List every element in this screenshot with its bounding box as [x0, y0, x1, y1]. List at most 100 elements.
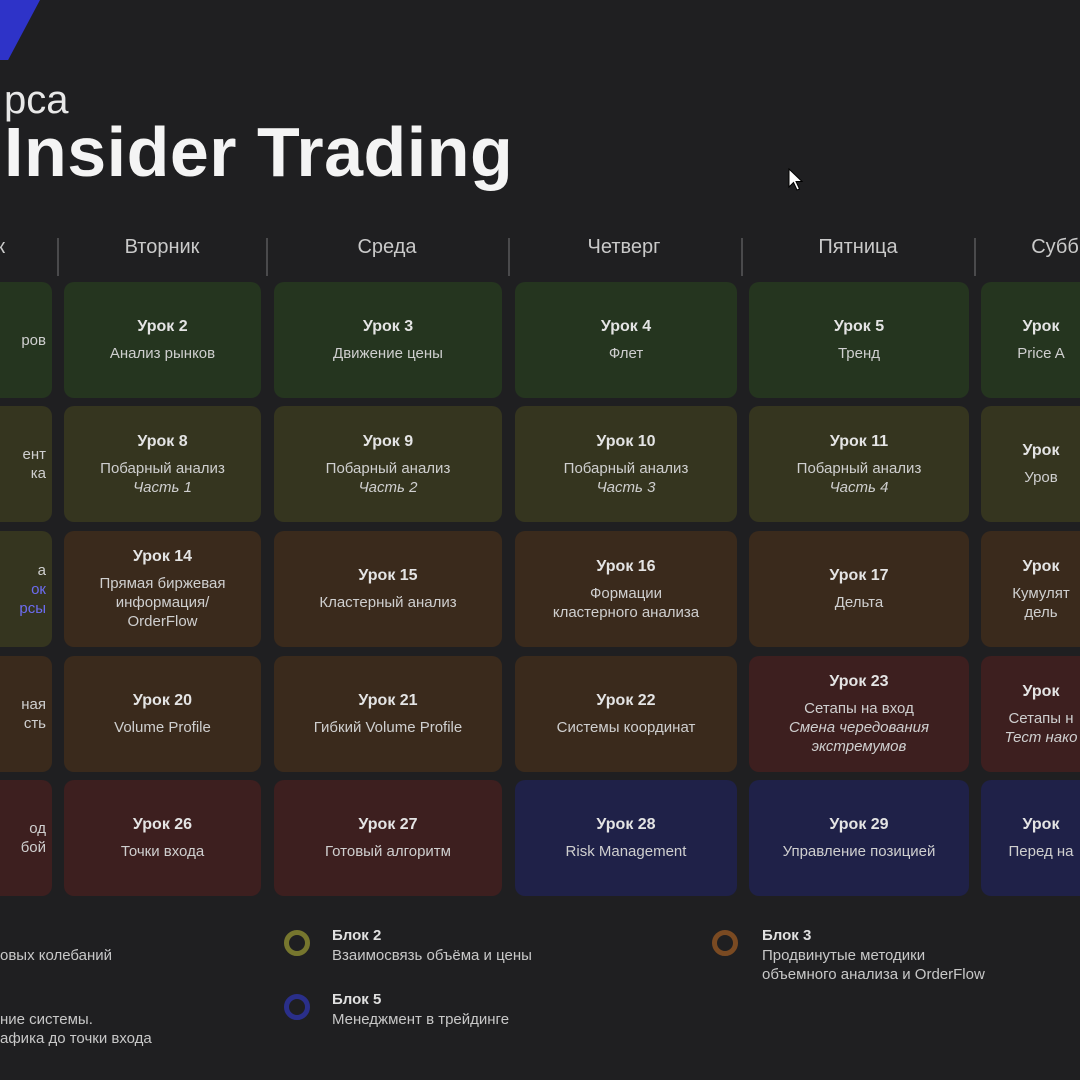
lesson-topic: Уров	[1024, 469, 1058, 486]
lesson-title: Урок	[1022, 816, 1060, 833]
legend-block1-text: овых колебаний	[0, 947, 113, 964]
lesson-title: Урок 4	[600, 318, 652, 335]
lesson-card[interactable]: Урок 16 Формации кластерного анализа	[515, 531, 737, 647]
corner-accent-shape	[0, 0, 72, 60]
lesson-title: Урок 16	[596, 557, 656, 575]
lesson-topic: Сетапы н	[1008, 709, 1074, 727]
lesson-subtopic: Часть 4	[829, 478, 889, 496]
lesson-card[interactable]: Урок 10 Побарный анализ Часть 3	[515, 406, 737, 522]
lesson-title: Урок 3	[362, 318, 414, 335]
lesson-card[interactable]: Урок Кумулят дель	[981, 531, 1080, 647]
lesson-topic: Кумулят	[1012, 584, 1070, 602]
column-divider	[741, 238, 743, 276]
lesson-card[interactable]: Урок 17 Дельта	[749, 531, 969, 647]
lesson-subtopic: Часть 3	[596, 478, 656, 496]
lesson-title: Урок 5	[833, 318, 885, 335]
lesson-title: Урок 28	[596, 816, 656, 833]
lesson-card[interactable]: Урок Price A	[981, 282, 1080, 398]
lesson-subtopic: Тест нако	[1004, 728, 1078, 746]
lesson-title: Урок 2	[137, 318, 188, 335]
legend-block5-text: Менеджмент в трейдинге	[332, 1011, 510, 1028]
block2-ring-icon	[284, 930, 310, 956]
lesson-card[interactable]: Урок 8 Побарный анализ Часть 1	[64, 406, 261, 522]
weekday-label: Среда	[357, 236, 417, 258]
lesson-topic: Сетапы на вход	[804, 700, 914, 717]
lesson-topic: бой	[20, 839, 46, 856]
lesson-card[interactable]: Урок 27 Готовый алгоритм	[274, 780, 502, 896]
lesson-card[interactable]: Урок 2 Анализ рынков	[64, 282, 261, 398]
lesson-topic: од	[29, 820, 46, 837]
column-divider	[266, 238, 268, 276]
legend-block2-text: Взаимосвязь объёма и цены	[332, 947, 532, 964]
lesson-title: Урок 17	[829, 567, 889, 584]
lesson-topic: а	[37, 561, 46, 579]
weekday-label: Субб	[1031, 236, 1079, 258]
lesson-title: Урок 29	[829, 816, 889, 833]
lesson-topic: Анализ рынков	[109, 345, 216, 362]
lesson-card[interactable]: Урок 9 Побарный анализ Часть 2	[274, 406, 502, 522]
lesson-card[interactable]: Урок Перед на	[981, 780, 1080, 896]
legend-block3-text-2: объемного анализа и OrderFlow	[762, 966, 985, 983]
lesson-card[interactable]: Урок 14 Прямая биржевая информация/OrderFl…	[64, 531, 261, 647]
lesson-topic: ная	[21, 696, 46, 713]
lesson-topic: Volume Profile	[114, 719, 211, 736]
column-divider	[57, 238, 59, 276]
lesson-title: Урок 14	[132, 548, 193, 565]
weekday-label: Вторник	[124, 236, 200, 258]
lesson-topic: Готовый алгоритм	[325, 843, 451, 860]
lesson-topic: Флет	[608, 345, 644, 362]
lesson-card[interactable]: Урок 5 Тренд	[749, 282, 969, 398]
lesson-topic: Дельта	[834, 594, 884, 611]
lesson-card[interactable]: Урок 20 Volume Profile	[64, 656, 261, 772]
lesson-title: Урок 9	[362, 432, 414, 450]
lesson-title: Урок	[1022, 682, 1060, 700]
lesson-topic: Risk Management	[565, 843, 687, 860]
lesson-card[interactable]: Урок 22 Системы координат	[515, 656, 737, 772]
lesson-card[interactable]: Урок 26 Точки входа	[64, 780, 261, 896]
lesson-title: Урок 15	[358, 567, 418, 584]
lesson-card[interactable]: Урок 21 Гибкий Volume Profile	[274, 656, 502, 772]
page-subtitle: рса	[4, 78, 69, 122]
page-title: Insider Trading	[4, 113, 514, 191]
lesson-card[interactable]: Урок 29 Управление позицией	[749, 780, 969, 896]
lesson-title: Урок 10	[596, 432, 656, 450]
lesson-card[interactable]: Урок Сетапы н Тест нако	[981, 656, 1080, 772]
lesson-card[interactable]: Урок 4 Флет	[515, 282, 737, 398]
lesson-topic: Побарный анализ	[325, 459, 451, 477]
lesson-title: Урок 22	[596, 692, 656, 709]
lesson-card[interactable]: а ок рсы	[0, 531, 52, 647]
lesson-card[interactable]: Урок 3 Движение цены	[274, 282, 502, 398]
column-divider	[974, 238, 976, 276]
legend-block3-title: Блок 3	[762, 927, 812, 944]
lesson-title: Урок 11	[829, 432, 889, 450]
lesson-topic: Прямая биржевая	[99, 575, 226, 592]
legend-block2-title: Блок 2	[332, 927, 382, 944]
lesson-card[interactable]: Урок 28 Risk Management	[515, 780, 737, 896]
weekday-label: Пятница	[818, 236, 898, 258]
legend-block4-text-2: афика до точки входа	[0, 1030, 152, 1047]
lesson-title: Урок 20	[132, 692, 193, 709]
lesson-topic: Гибкий Volume Profile	[313, 719, 463, 736]
lesson-card[interactable]: ров	[0, 282, 52, 398]
lesson-topic: ент	[22, 446, 47, 463]
lesson-card[interactable]: Урок 23 Сетапы на вход Смена чередования э…	[749, 656, 969, 772]
lesson-topic: Побарный анализ	[796, 459, 922, 477]
lesson-card[interactable]: Урок 11 Побарный анализ Часть 4	[749, 406, 969, 522]
lesson-topic: Кластерный анализ	[319, 594, 457, 611]
lesson-card[interactable]: Урок 15 Кластерный анализ	[274, 531, 502, 647]
lesson-topic: кластерного анализа	[552, 603, 700, 621]
lesson-card[interactable]: Урок Уров	[981, 406, 1080, 522]
lesson-topic: информация/	[115, 594, 210, 611]
lesson-title: Урок 26	[132, 816, 193, 833]
lesson-topic: дель	[1024, 603, 1058, 621]
lesson-card[interactable]: ент ка	[0, 406, 52, 522]
weekday-label: ик	[0, 236, 5, 258]
mouse-cursor-icon	[788, 168, 804, 191]
lesson-card[interactable]: од бой	[0, 780, 52, 896]
lesson-topic: ров	[21, 331, 46, 349]
lesson-topic: Системы координат	[556, 719, 696, 736]
lesson-title: Урок	[1022, 318, 1060, 335]
lesson-card[interactable]: ная сть	[0, 656, 52, 772]
weekday-label: Четверг	[587, 236, 661, 258]
lesson-topic: ок	[31, 580, 46, 598]
